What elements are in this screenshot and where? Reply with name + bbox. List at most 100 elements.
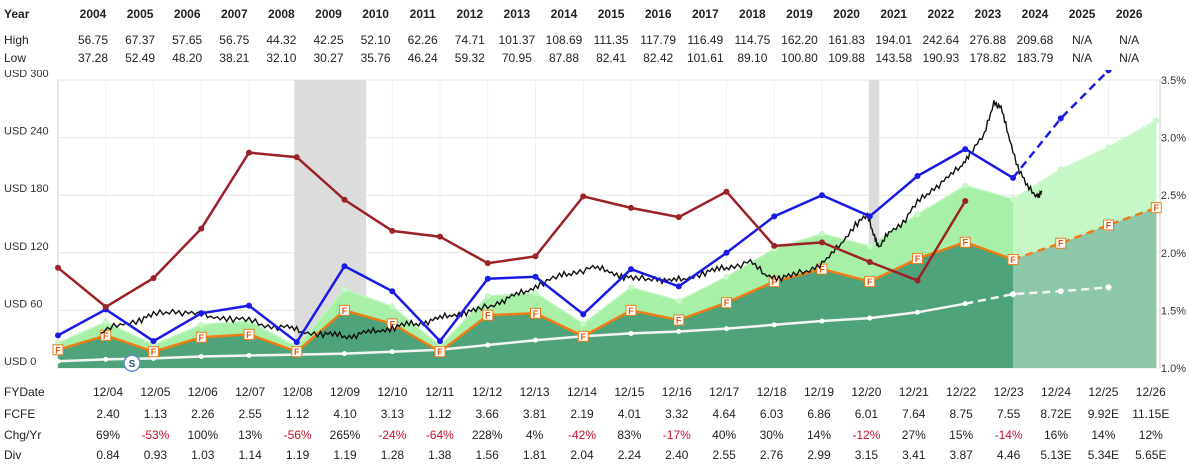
high-value: 242.64 bbox=[922, 33, 960, 47]
div-value: 3.41 bbox=[902, 448, 926, 462]
year-cell: 2013 bbox=[503, 7, 531, 21]
normal-pe-point bbox=[962, 146, 969, 153]
year-cell: 2023 bbox=[974, 7, 1002, 21]
chg-value: 40% bbox=[712, 428, 737, 442]
chg-value: 69% bbox=[95, 428, 121, 442]
chg-value: 265% bbox=[329, 428, 361, 442]
right-axis-tick: 3.0% bbox=[1161, 133, 1186, 145]
fydate-cell: 12/07 bbox=[235, 385, 266, 399]
div-value: 3.15 bbox=[854, 448, 879, 462]
chg-value: 15% bbox=[949, 428, 974, 442]
fcfe-marker bbox=[243, 328, 255, 340]
dividend-point bbox=[915, 309, 920, 315]
fcfe-marker-label: F bbox=[437, 347, 443, 357]
fcfe-marker bbox=[434, 346, 446, 358]
fcfe-marker bbox=[52, 344, 64, 356]
chg-value: -24% bbox=[378, 428, 407, 442]
high-value: 44.32 bbox=[266, 33, 297, 47]
fcfe-value: 2.55 bbox=[238, 407, 262, 421]
normal-pe-point bbox=[866, 213, 873, 220]
projected-band-area bbox=[1013, 120, 1157, 260]
year-cell: 2020 bbox=[833, 7, 860, 21]
low-value: 52.49 bbox=[125, 51, 156, 65]
year-cell: 2007 bbox=[220, 7, 248, 21]
fcfe-marker bbox=[291, 346, 303, 358]
normal-pe-point bbox=[914, 173, 921, 179]
dividend-point bbox=[389, 349, 395, 355]
normal-pe-point bbox=[628, 266, 634, 273]
low-value: 48.20 bbox=[172, 51, 203, 65]
low-value: 30.27 bbox=[313, 51, 344, 65]
normal-pe-point bbox=[723, 249, 730, 256]
fcfe-value: 3.66 bbox=[475, 407, 499, 421]
fcfe-value: 1.13 bbox=[143, 407, 168, 421]
year-cell: 2019 bbox=[786, 7, 813, 21]
fcfe-marker-label: F bbox=[724, 298, 730, 308]
fcfe-marker-label: F bbox=[676, 316, 682, 326]
fcfe-marker bbox=[816, 263, 828, 275]
fcfe-marker bbox=[721, 297, 732, 309]
year-cell: 2006 bbox=[173, 7, 201, 21]
fcfe-marker bbox=[1055, 237, 1067, 249]
fcfe-marker bbox=[195, 331, 207, 343]
fcfe-marker-label: F bbox=[1106, 220, 1112, 230]
high-value: 117.79 bbox=[640, 33, 677, 47]
fydate-cell: 12/06 bbox=[187, 385, 218, 399]
left-axis-tick: USD 240 bbox=[4, 126, 49, 138]
high-value: 111.35 bbox=[593, 33, 629, 47]
normal-pe-point bbox=[580, 311, 587, 318]
dividend-yield-point bbox=[819, 239, 825, 246]
high-value: 42.25 bbox=[313, 33, 344, 47]
fcfe-marker-label: F bbox=[151, 347, 157, 357]
low-value: 38.21 bbox=[219, 51, 250, 65]
band-top-point bbox=[962, 182, 969, 189]
recession-band bbox=[868, 80, 880, 368]
fydate-cell: 12/20 bbox=[851, 385, 882, 399]
chg-value: -64% bbox=[425, 428, 454, 442]
dividend-projected-point bbox=[1010, 291, 1016, 298]
div-value: 4.46 bbox=[996, 448, 1021, 462]
fydate-cell: 12/25 bbox=[1088, 385, 1119, 399]
normal-pe-point bbox=[246, 302, 252, 309]
band-top-point bbox=[198, 321, 205, 328]
fydate-cell: 12/16 bbox=[661, 385, 692, 399]
chg-value: 228% bbox=[471, 428, 503, 442]
div-value: 5.65E bbox=[1135, 448, 1167, 462]
div-value: 0.93 bbox=[143, 448, 168, 462]
chg-value: -14% bbox=[994, 428, 1023, 442]
fydate-cell: 12/11 bbox=[425, 385, 455, 399]
chg-value: -56% bbox=[283, 428, 312, 442]
dividend-projected-point bbox=[1057, 288, 1064, 295]
div-value: 5.13E bbox=[1040, 448, 1072, 462]
fydate-cell: 12/13 bbox=[519, 385, 550, 399]
div-value: 1.28 bbox=[380, 448, 405, 462]
price-line bbox=[100, 100, 1043, 341]
left-axis-tick: USD 300 bbox=[4, 70, 49, 80]
fcfe-marker bbox=[1150, 202, 1162, 214]
year-label: Year bbox=[4, 7, 30, 21]
high-value: 116.49 bbox=[687, 33, 724, 47]
year-cell: 2004 bbox=[79, 7, 107, 21]
dividend-yield-point bbox=[150, 275, 157, 282]
normal-pe-point bbox=[532, 273, 539, 280]
dividend-yield-point bbox=[723, 188, 730, 195]
fcfe-value: 4.64 bbox=[712, 407, 736, 421]
dividend-point bbox=[533, 337, 538, 343]
normal-pe-point bbox=[389, 288, 396, 295]
right-axis-tick: 2.0% bbox=[1161, 248, 1186, 260]
fydate-cell: 12/04 bbox=[92, 385, 124, 399]
low-value: 32.10 bbox=[266, 51, 297, 65]
dividend-yield-point bbox=[532, 253, 539, 260]
dividend-yield-point bbox=[293, 154, 300, 161]
fcfe-value: 6.01 bbox=[854, 407, 879, 421]
band-top-point bbox=[628, 284, 634, 291]
fcfe-value: 3.81 bbox=[522, 407, 547, 421]
div-value: 2.76 bbox=[759, 448, 784, 462]
low-value: 101.61 bbox=[686, 51, 724, 65]
year-cell: 2018 bbox=[739, 7, 766, 21]
chg-value: 12% bbox=[1138, 428, 1163, 442]
fcfe-marker bbox=[339, 304, 350, 316]
band-top-point bbox=[532, 290, 539, 297]
fcfe-value: 2.19 bbox=[570, 407, 594, 421]
band-top-point bbox=[675, 297, 682, 304]
